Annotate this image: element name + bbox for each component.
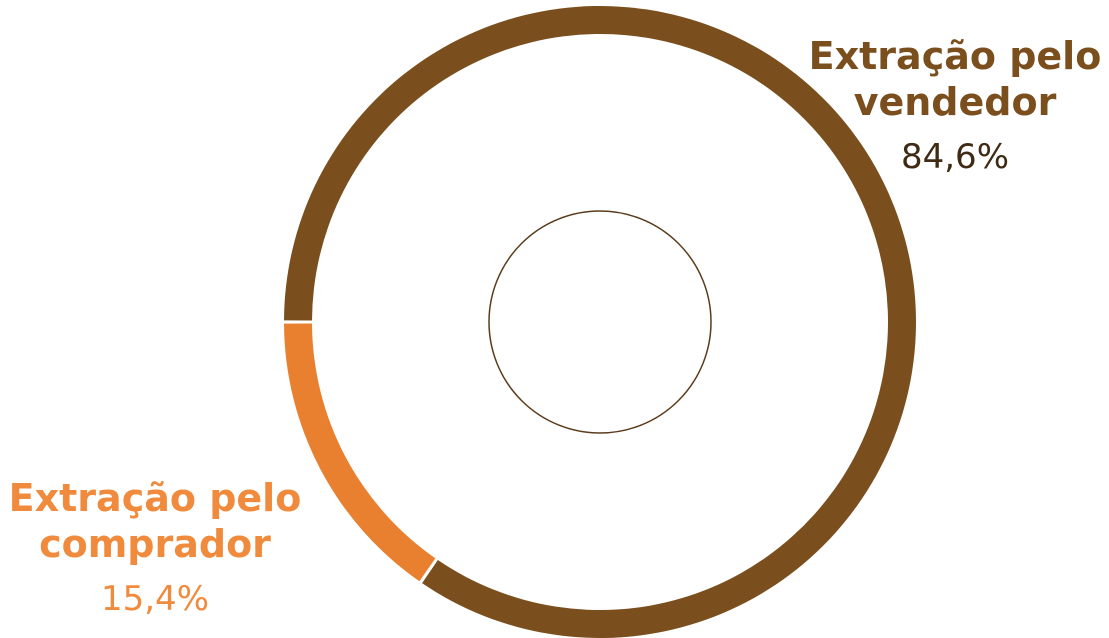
slice-value-buyer: 15,4% <box>100 579 209 620</box>
slice-label-buyer: Extração pelo comprador 15,4% <box>0 476 310 620</box>
slice-value-seller: 84,6% <box>900 137 1009 178</box>
donut-slices <box>284 6 916 638</box>
slice-name-seller: Extração pelo vendedor <box>808 34 1102 124</box>
slice-name-buyer: Extração pelo comprador <box>8 476 302 566</box>
slice-label-seller: Extração pelo vendedor 84,6% <box>800 34 1109 178</box>
center-circle <box>488 210 712 434</box>
slice-buyer <box>284 323 436 582</box>
